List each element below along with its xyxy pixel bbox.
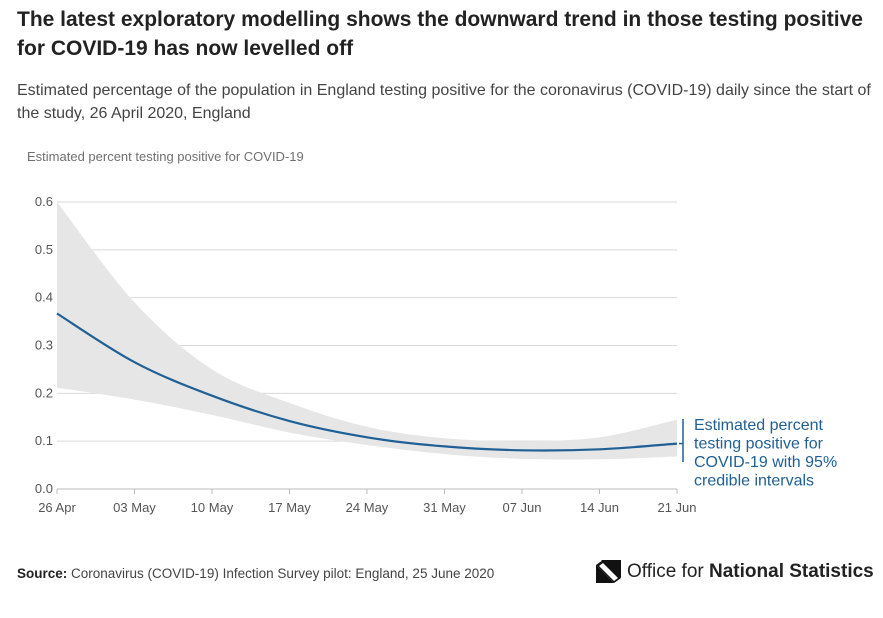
credible-interval-band bbox=[57, 202, 677, 460]
ons-logo: Office for National Statistics bbox=[596, 560, 874, 583]
x-tick-label: 03 May bbox=[113, 500, 156, 515]
x-tick-label: 14 Jun bbox=[580, 500, 619, 515]
y-tick-label: 0.3 bbox=[35, 338, 53, 353]
chart-subtitle: Estimated percentage of the population i… bbox=[17, 82, 871, 122]
source-label: Source: bbox=[17, 566, 68, 581]
y-tick-label: 0.2 bbox=[35, 385, 53, 400]
y-tick-labels: 0.0 0.1 0.2 0.3 0.4 0.5 0.6 bbox=[35, 194, 53, 496]
source-note: Source: Coronavirus (COVID-19) Infection… bbox=[17, 566, 494, 581]
ons-logo-icon bbox=[596, 560, 621, 583]
x-tick-label: 26 Apr bbox=[38, 500, 76, 515]
logo-text-national-statistics: National Statistics bbox=[709, 560, 874, 582]
legend-label: Estimated percent testing positive for COV… bbox=[694, 417, 837, 490]
x-tick-label: 10 May bbox=[191, 500, 234, 515]
x-tick-label: 21 Jun bbox=[657, 500, 696, 515]
y-tick-label: 0.6 bbox=[35, 194, 53, 209]
y-tick-label: 0.4 bbox=[35, 290, 53, 305]
x-ticks: 26 Apr 03 May 10 May 17 May 24 May 31 May 07 J… bbox=[38, 489, 697, 515]
y-tick-label: 0.1 bbox=[35, 433, 53, 448]
series-line bbox=[56, 312, 678, 452]
line-chart: Estimated percent testing positive for C… bbox=[27, 149, 837, 515]
y-tick-label: 0.5 bbox=[35, 242, 53, 257]
chart-title: The latest exploratory modelling shows t… bbox=[17, 8, 863, 60]
ons-logo-text: Office for National Statistics bbox=[627, 561, 874, 583]
x-tick-label: 24 May bbox=[346, 500, 389, 515]
x-tick-label: 07 Jun bbox=[502, 500, 541, 515]
source-text: Coronavirus (COVID-19) Infection Survey … bbox=[71, 566, 495, 581]
x-tick-label: 17 May bbox=[268, 500, 311, 515]
x-tick-label: 31 May bbox=[423, 500, 466, 515]
y-axis-label: Estimated percent testing positive for C… bbox=[27, 149, 304, 164]
logo-text-office: Office for bbox=[627, 560, 704, 582]
y-tick-label: 0.0 bbox=[35, 481, 53, 496]
legend-annotation: Estimated percent testing positive for COV… bbox=[679, 417, 837, 490]
